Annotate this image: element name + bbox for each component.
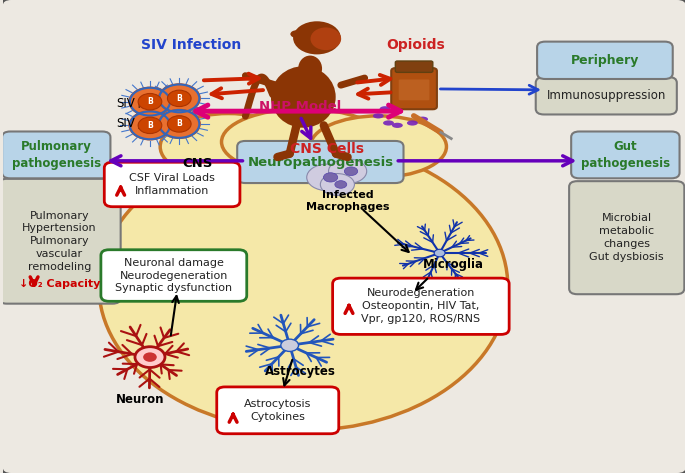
Circle shape [138, 117, 162, 133]
Ellipse shape [99, 142, 508, 430]
FancyBboxPatch shape [395, 61, 433, 72]
Ellipse shape [221, 109, 385, 175]
FancyBboxPatch shape [391, 68, 437, 109]
Text: Neuron: Neuron [116, 393, 164, 406]
Text: Neuronal damage
Neurodegeneration
Synaptic dysfunction: Neuronal damage Neurodegeneration Synapt… [115, 258, 232, 293]
Text: SIV Infection: SIV Infection [140, 38, 241, 52]
Circle shape [143, 352, 157, 362]
Text: NHP Model: NHP Model [259, 100, 341, 113]
Ellipse shape [329, 159, 366, 184]
Ellipse shape [293, 21, 341, 54]
Ellipse shape [307, 164, 347, 191]
Ellipse shape [160, 114, 297, 180]
Circle shape [167, 90, 191, 106]
FancyBboxPatch shape [0, 179, 121, 304]
FancyBboxPatch shape [216, 387, 339, 434]
Text: Microbial
metabolic
changes
Gut dysbiosis: Microbial metabolic changes Gut dysbiosi… [589, 213, 664, 262]
Text: Infected
Macrophages: Infected Macrophages [306, 190, 389, 212]
Circle shape [129, 111, 171, 140]
Text: B: B [177, 94, 182, 103]
Text: B: B [147, 121, 153, 130]
Text: Microglia: Microglia [423, 258, 484, 272]
Circle shape [167, 116, 191, 132]
Ellipse shape [335, 181, 347, 188]
FancyBboxPatch shape [101, 250, 247, 301]
Circle shape [135, 347, 165, 368]
Ellipse shape [323, 173, 338, 182]
Circle shape [434, 249, 445, 257]
FancyBboxPatch shape [2, 131, 110, 178]
Circle shape [158, 109, 200, 139]
Ellipse shape [392, 123, 403, 128]
FancyBboxPatch shape [104, 162, 240, 207]
Ellipse shape [271, 66, 336, 128]
FancyBboxPatch shape [237, 141, 403, 183]
Text: Astrocytosis
Cytokines: Astrocytosis Cytokines [244, 399, 312, 422]
FancyBboxPatch shape [571, 131, 680, 178]
Text: ↓O₂ Capacity: ↓O₂ Capacity [19, 279, 101, 289]
Ellipse shape [407, 121, 418, 125]
Text: CSF Viral Loads
Inflammation: CSF Viral Loads Inflammation [129, 173, 215, 196]
Ellipse shape [310, 27, 341, 50]
Ellipse shape [345, 167, 358, 175]
Text: SIV: SIV [116, 117, 135, 131]
Text: Astrocytes: Astrocytes [264, 365, 336, 378]
Text: Pulmonary
pathogenesis: Pulmonary pathogenesis [12, 140, 101, 170]
Text: mac: mac [138, 101, 155, 110]
FancyBboxPatch shape [536, 77, 677, 114]
Circle shape [158, 84, 200, 113]
Text: Pulmonary
Hypertension
Pulmonary
vascular
remodeling: Pulmonary Hypertension Pulmonary vascula… [23, 210, 97, 272]
Ellipse shape [373, 114, 384, 118]
Text: Immunosuppression: Immunosuppression [547, 89, 666, 102]
Text: Gut
pathogenesis: Gut pathogenesis [581, 140, 670, 170]
FancyBboxPatch shape [569, 181, 684, 294]
FancyBboxPatch shape [399, 79, 429, 100]
Ellipse shape [310, 116, 447, 177]
Circle shape [281, 339, 299, 351]
FancyBboxPatch shape [333, 278, 509, 334]
Text: Opioids: Opioids [386, 38, 445, 52]
Ellipse shape [417, 116, 428, 122]
Ellipse shape [379, 106, 390, 112]
Text: CNS: CNS [182, 157, 213, 170]
Text: Periphery: Periphery [571, 54, 639, 67]
Circle shape [129, 87, 171, 116]
Text: smm: smm [138, 122, 158, 131]
FancyBboxPatch shape [537, 42, 673, 79]
Text: B: B [147, 97, 153, 106]
Circle shape [138, 94, 162, 110]
Text: SIV: SIV [116, 96, 135, 110]
Ellipse shape [298, 56, 322, 82]
Ellipse shape [290, 30, 303, 38]
Text: CNS Cells: CNS Cells [290, 142, 364, 156]
Ellipse shape [383, 121, 394, 125]
Text: Neuropathogenesis: Neuropathogenesis [247, 156, 393, 168]
Text: B: B [177, 119, 182, 129]
Ellipse shape [321, 174, 354, 195]
Text: Neurodegeneration
Osteopontin, HIV Tat,
Vpr, gp120, ROS/RNS: Neurodegeneration Osteopontin, HIV Tat, … [361, 289, 480, 324]
